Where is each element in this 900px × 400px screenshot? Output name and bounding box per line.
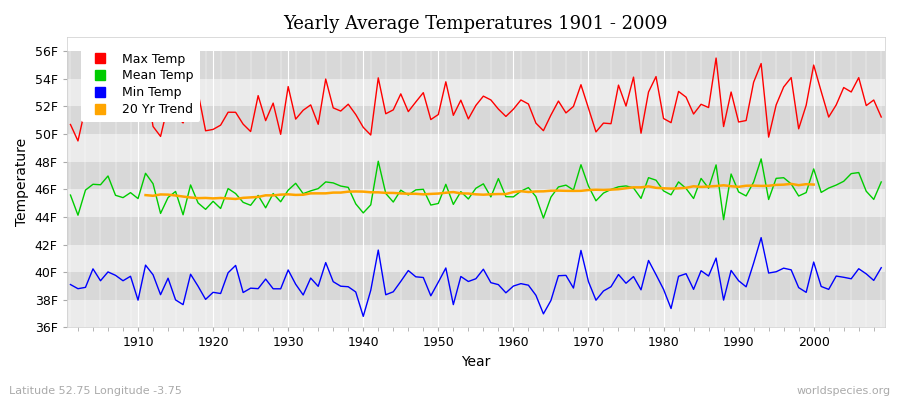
Bar [67,106,885,134]
Text: worldspecies.org: worldspecies.org [796,386,891,396]
Bar [67,272,885,300]
Bar [67,162,885,189]
Bar [67,244,885,272]
Bar [67,217,885,244]
Legend: Max Temp, Mean Temp, Min Temp, 20 Yr Trend: Max Temp, Mean Temp, Min Temp, 20 Yr Tre… [81,46,200,122]
Y-axis label: Temperature: Temperature [15,138,29,226]
X-axis label: Year: Year [461,355,491,369]
Bar [67,134,885,162]
Bar [67,79,885,106]
Title: Yearly Average Temperatures 1901 - 2009: Yearly Average Temperatures 1901 - 2009 [284,15,668,33]
Bar [67,51,885,79]
Bar [67,300,885,328]
Bar [67,189,885,217]
Text: Latitude 52.75 Longitude -3.75: Latitude 52.75 Longitude -3.75 [9,386,182,396]
